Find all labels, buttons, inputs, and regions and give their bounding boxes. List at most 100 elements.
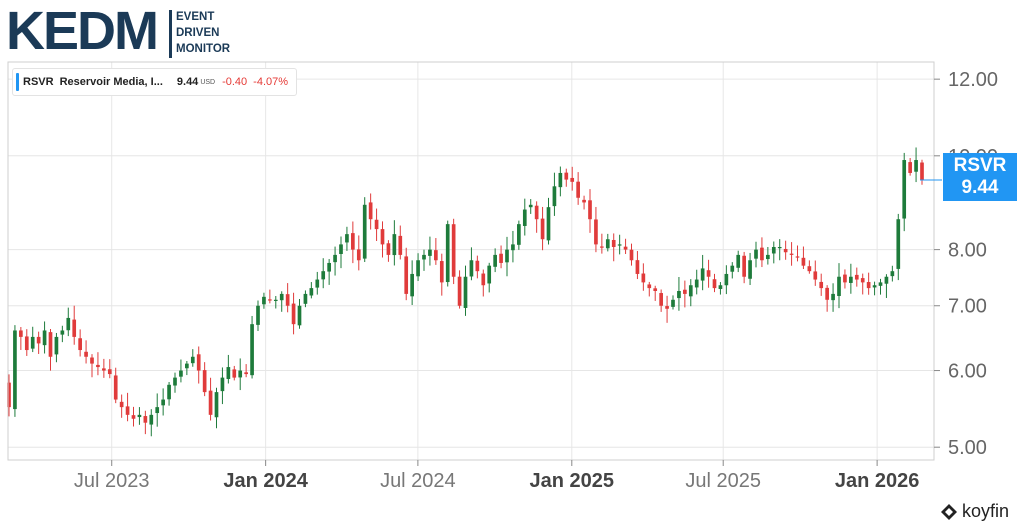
candle-body (179, 370, 183, 377)
candle (457, 270, 462, 309)
candle-body (196, 354, 201, 371)
candle-body (528, 204, 533, 208)
candle (362, 197, 367, 263)
candle-body (611, 239, 616, 247)
candle (487, 262, 492, 293)
candle-body (754, 249, 758, 259)
candle-body (167, 384, 171, 400)
candle (600, 233, 604, 254)
candle (825, 285, 829, 312)
candle-body (843, 274, 847, 283)
price-tag-ticker: RSVR (953, 155, 1007, 176)
candle-body (220, 377, 225, 392)
candle-body (143, 416, 148, 423)
candle (920, 159, 924, 185)
candle-body (48, 332, 53, 357)
candle-body (819, 281, 824, 289)
candle (36, 331, 41, 354)
candle-body (475, 260, 480, 272)
candle-body (890, 271, 895, 277)
candle-body (214, 392, 219, 418)
candle-body (481, 273, 486, 286)
candle-body (872, 285, 877, 288)
x-tick-label: Jul 2023 (74, 470, 150, 492)
candle-body (42, 330, 47, 346)
candle (244, 364, 248, 378)
candle (760, 237, 764, 268)
candle-body (362, 204, 367, 259)
candle (356, 235, 361, 271)
candle-body (742, 255, 746, 277)
candle-body (244, 372, 248, 375)
candle-body (866, 282, 871, 289)
candle (7, 374, 11, 417)
candle (736, 250, 741, 273)
candle (558, 166, 563, 197)
candle (807, 260, 812, 274)
candle (522, 198, 527, 236)
candle (694, 269, 699, 295)
candle (493, 248, 497, 273)
candle (831, 283, 835, 312)
candle-body (463, 276, 468, 308)
candle (629, 243, 634, 266)
candle (190, 349, 195, 367)
candle (72, 305, 77, 345)
candle-body (777, 246, 782, 249)
candle (908, 158, 912, 176)
legend-change: -0.40 (222, 76, 248, 88)
candle (416, 253, 420, 282)
candle (268, 289, 272, 304)
candle (878, 278, 883, 295)
legend-ticker: RSVR (23, 76, 54, 88)
candle-body (487, 265, 492, 284)
candle-body (860, 278, 865, 283)
x-tick-label: Jul 2025 (685, 470, 761, 492)
candle-body (683, 289, 687, 294)
candle (570, 166, 575, 191)
candle-body (285, 294, 290, 306)
candle-body (659, 293, 663, 306)
candle-body (576, 181, 580, 198)
candle-body (256, 305, 260, 325)
candle (730, 262, 735, 279)
candle-body (90, 357, 94, 364)
candle (208, 377, 213, 421)
candle-body (339, 244, 343, 255)
candle-body (119, 401, 124, 408)
candle-body (641, 273, 646, 283)
candle (866, 272, 871, 295)
candle-body (173, 377, 177, 386)
koyfin-wordmark: koyfin (962, 501, 1010, 521)
candle (273, 295, 278, 309)
candle (748, 252, 752, 286)
candle (635, 251, 640, 280)
logo-divider (169, 10, 172, 58)
candle (813, 260, 818, 286)
candle-body (552, 186, 557, 207)
candle-body (131, 415, 136, 419)
y-tick-label: 12.00 (948, 69, 998, 91)
koyfin-watermark: koyfin (940, 501, 1009, 522)
chart-legend[interactable]: RSVR Reservoir Media, I... 9.44 USD -0.4… (12, 68, 298, 96)
candle-body (392, 234, 397, 256)
price-tag-value: 9.44 (961, 177, 999, 198)
candle-body (760, 247, 764, 261)
candle-body (582, 199, 586, 203)
candle (914, 147, 918, 183)
candle-body (232, 369, 237, 378)
candle (552, 172, 557, 216)
candle (392, 220, 397, 266)
x-tick-label: Jan 2025 (530, 470, 615, 492)
candle (683, 280, 687, 308)
candle (724, 265, 729, 295)
candle-body (24, 336, 29, 351)
candle (789, 242, 794, 266)
candle-body (671, 299, 675, 307)
candle (226, 354, 231, 384)
x-tick-label: Jul 2024 (380, 470, 456, 492)
candle-body (380, 229, 385, 245)
candle-body (457, 276, 462, 306)
candle-body (724, 273, 729, 286)
candle (48, 329, 53, 371)
